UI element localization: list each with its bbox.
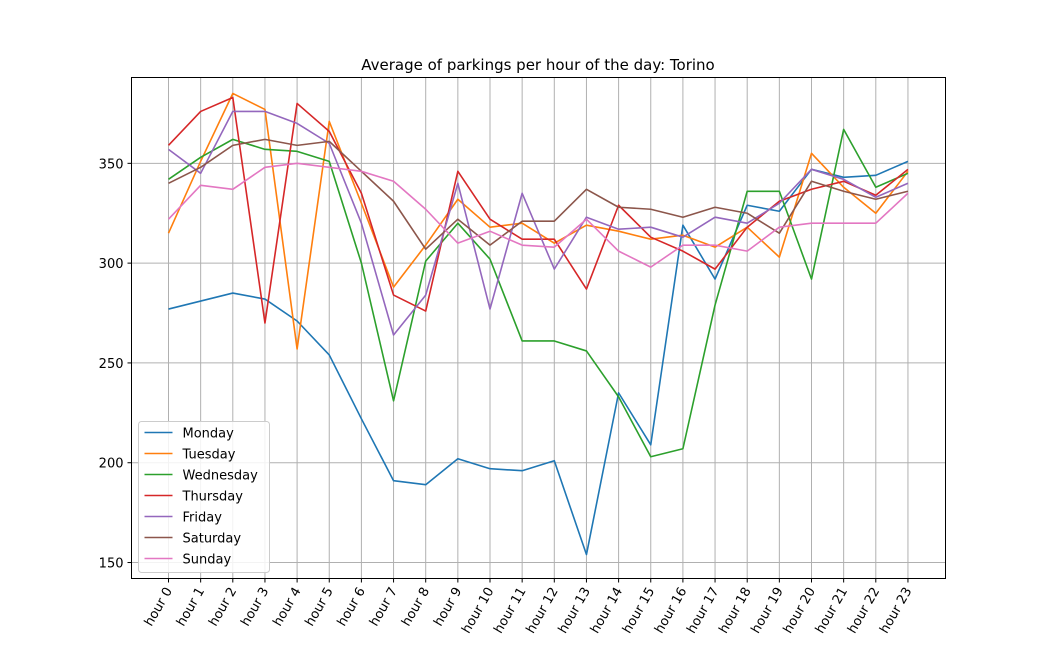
legend: Monday Tuesday Wednesday Thursday Friday Satu… [138,421,270,573]
y-tick-label: 350 [99,157,124,172]
series-line-thursday [167,96,909,324]
x-tick-label: hour 1 [174,585,208,629]
legend-box [138,421,270,573]
series-line-wednesday [168,128,909,458]
y-tick-label: 250 [99,357,124,372]
legend-label: Friday [183,511,223,526]
series-line-friday [168,110,909,336]
x-tick-label: hour 9 [431,585,465,629]
series-lines [167,92,909,556]
legend-label: Wednesday [183,469,259,484]
x-tick-label: hour 8 [399,585,433,629]
y-tick-label: 200 [99,457,124,472]
x-tick-label: hour 0 [142,585,176,629]
x-tick-label: hour 2 [206,585,240,629]
x-tick-label: hour 5 [303,585,337,629]
plot-frame [131,77,946,579]
series-line-sunday [167,162,909,268]
x-tick-label: hour 4 [270,585,304,629]
y-axis: 150 200 250 300 350 [99,157,132,572]
x-tick-label: hour 6 [335,585,369,629]
y-tick-label: 300 [99,257,124,272]
legend-label: Saturday [183,532,242,547]
x-tick-label: hour 3 [238,585,272,629]
chart-title: Average of parkings per hour of the day:… [361,56,715,74]
x-tick-label: hour 7 [367,585,401,629]
legend-label: Thursday [182,490,244,505]
y-tick-label: 150 [99,557,124,572]
legend-label: Tuesday [182,448,236,463]
legend-label: Monday [183,427,235,442]
series-line-saturday [168,138,909,250]
legend-label: Sunday [183,553,232,568]
